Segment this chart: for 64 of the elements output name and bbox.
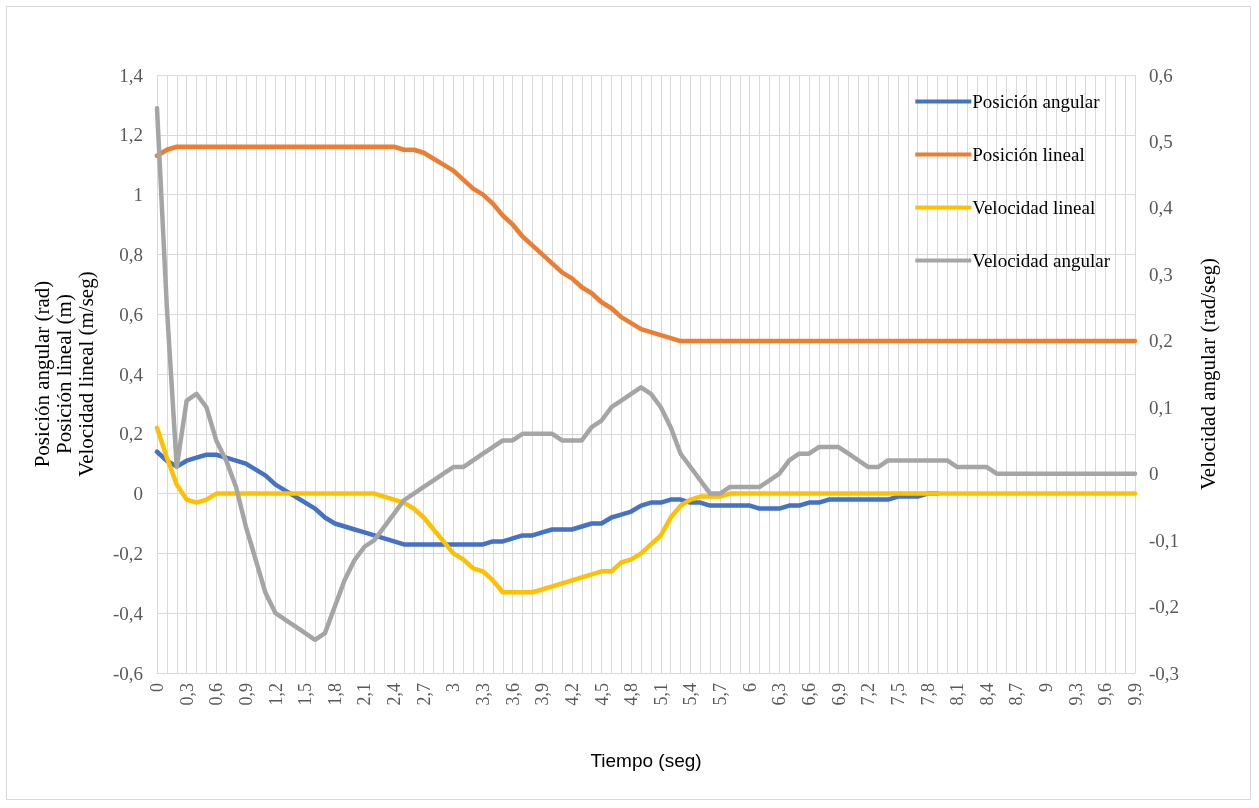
x-tick-label: 0 <box>147 683 167 692</box>
y2-tick-label: 0,1 <box>1149 396 1173 418</box>
y-tick-label: 0,6 <box>119 303 143 325</box>
x-tick-label: 0,6 <box>206 683 227 706</box>
y2-tick-label: 0,2 <box>1149 330 1173 352</box>
x-tick-label: 3,6 <box>502 683 523 706</box>
y-tick-label: -0,2 <box>112 542 143 564</box>
y2-axis-title: Velocidad angular (rad/seg) <box>1196 257 1220 491</box>
y-tick-label: 1,4 <box>119 64 144 86</box>
x-tick-label: 4,2 <box>561 683 582 706</box>
x-tick-label: 3 <box>443 683 464 692</box>
y-tick-label: 0,4 <box>119 363 144 385</box>
x-tick-label: 4,8 <box>621 683 642 706</box>
x-axis-title: Tiempo (seg) <box>590 750 702 771</box>
y-tick-label: 0,8 <box>119 243 143 265</box>
line-series <box>154 425 1138 595</box>
x-tick-label: 6,9 <box>828 683 849 706</box>
x-tick-label: 8,1 <box>947 683 968 706</box>
x-tick-label: 8,4 <box>976 683 997 706</box>
x-tick-label: 1,2 <box>265 683 286 706</box>
legend-label: Velocidad lineal <box>972 197 1096 218</box>
y2-tick-label: 0,5 <box>1149 130 1173 152</box>
y2-tick-label: -0,1 <box>1149 529 1180 551</box>
x-tick-label: 2,1 <box>354 683 375 706</box>
x-tick-label: 0,9 <box>235 683 256 706</box>
y2-tick-label: 0,4 <box>1149 197 1174 219</box>
x-tick-label: 1,5 <box>295 683 316 706</box>
x-tick-label: 6,3 <box>769 683 790 706</box>
x-tick-label: 8,7 <box>1006 683 1027 706</box>
x-tick-label: 5,7 <box>710 683 731 706</box>
x-tick-label: 1,8 <box>324 683 345 706</box>
y-tick-label: 1 <box>133 184 143 206</box>
x-tick-label: 0,3 <box>176 683 197 706</box>
y-tick-label: 0,2 <box>119 423 143 445</box>
x-tick-label: 9,9 <box>1125 683 1145 706</box>
x-tick-label: 7,8 <box>917 683 938 706</box>
y-tick-label: -0,4 <box>112 602 144 624</box>
x-tick-label: 2,4 <box>384 683 405 706</box>
legend-label: Velocidad angular <box>972 250 1111 271</box>
x-tick-label: 4,5 <box>591 683 612 706</box>
x-tick-label: 7,2 <box>858 683 879 706</box>
x-tick-label: 9,3 <box>1065 683 1086 706</box>
y2-tick-label: -0,2 <box>1149 596 1180 618</box>
y2-tick-label: 0 <box>1149 463 1159 485</box>
x-tick-label: 3,9 <box>532 683 553 706</box>
x-tick-label: 7,5 <box>887 683 908 706</box>
legend-label: Posición lineal <box>972 144 1085 165</box>
y-tick-label: 1,2 <box>119 124 143 146</box>
y-tick-label: -0,6 <box>112 662 143 684</box>
x-tick-label: 6,6 <box>799 683 819 706</box>
x-tick-label: 9 <box>1036 683 1057 692</box>
x-tick-label: 9,6 <box>1095 683 1116 706</box>
x-tick-label: 5,1 <box>650 683 671 706</box>
x-tick-label: 2,7 <box>413 683 434 706</box>
y-tick-label: 0 <box>133 483 143 505</box>
line-series <box>154 144 1138 344</box>
y-axis-title: Posición angular (rad) Posición lineal (m) Velocidad lineal (m/seg) <box>30 271 98 477</box>
x-tick-label: 6 <box>739 683 760 692</box>
y2-tick-label: 0,6 <box>1149 64 1173 86</box>
y2-tick-label: -0,3 <box>1149 662 1180 684</box>
y2-tick-label: 0,3 <box>1149 263 1173 285</box>
x-tick-label: 3,3 <box>473 683 493 706</box>
x-tick-label: 5,4 <box>680 683 701 706</box>
legend-label: Posición angular <box>972 91 1101 112</box>
